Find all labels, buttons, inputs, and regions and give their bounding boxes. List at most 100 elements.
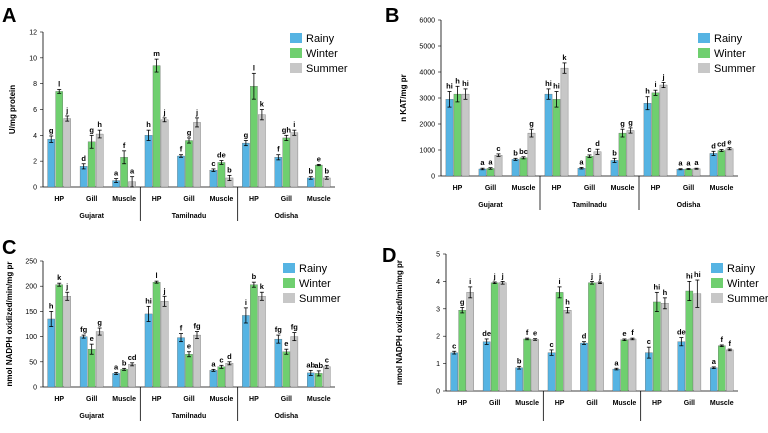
bar-winter	[152, 65, 161, 188]
legend-swatch-winter	[283, 278, 295, 288]
significance-letter: e	[187, 342, 191, 351]
significance-letter: c	[549, 340, 553, 349]
bar-summer	[659, 84, 668, 177]
panel-label: A	[2, 5, 16, 27]
y-tick-label: 10	[29, 55, 37, 62]
bar-rainy	[511, 159, 520, 177]
significance-letter: j	[65, 282, 68, 291]
tissue-label: Gill	[489, 400, 500, 407]
y-tick-label: 2000	[419, 122, 435, 129]
significance-letter: d	[711, 141, 716, 150]
y-tick-label: 5	[436, 252, 440, 259]
significance-letter: hi	[145, 296, 152, 305]
bar-winter	[585, 156, 594, 177]
significance-letter: e	[533, 329, 537, 338]
significance-letter: hi	[462, 79, 469, 88]
significance-letter: l	[58, 79, 60, 88]
bar-rainy	[242, 142, 250, 188]
significance-letter: fg	[291, 323, 298, 332]
tissue-label: Gill	[281, 196, 292, 203]
bar-winter	[282, 137, 291, 188]
significance-letter: h	[455, 76, 460, 85]
tissue-label: Muscle	[710, 400, 734, 407]
bar-rainy	[274, 338, 283, 388]
significance-letter: a	[678, 159, 683, 168]
y-tick-label: 0	[33, 385, 37, 392]
significance-letter: h	[97, 120, 102, 129]
significance-letter: k	[57, 273, 62, 282]
significance-letter: b	[517, 356, 522, 365]
y-tick-label: 12	[29, 30, 37, 37]
significance-letter: b	[324, 167, 329, 176]
bar-summer	[290, 132, 299, 188]
tissue-label: HP	[54, 196, 64, 203]
legend-swatch-rainy	[711, 263, 723, 273]
significance-letter: ab	[314, 361, 323, 370]
bar-winter	[588, 282, 596, 392]
bar-winter	[315, 164, 323, 188]
y-tick-label: 150	[25, 309, 37, 316]
panel-c: C 0 50 100 150 200 250 nmol NADPH oxidized/min/…	[2, 237, 341, 421]
group-label: Gujarat	[79, 213, 104, 220]
tissue-label: HP	[651, 185, 661, 192]
group-label: Odisha	[677, 202, 701, 209]
significance-letter: j	[493, 272, 496, 281]
bar-summer	[726, 349, 734, 392]
significance-letter: g	[628, 118, 633, 127]
bar-summer	[63, 296, 71, 388]
significance-letter: g	[244, 131, 249, 140]
tissue-label: Gill	[584, 185, 595, 192]
bar-rainy	[274, 157, 283, 188]
bar-summer	[725, 148, 734, 177]
significance-letter: fg	[80, 325, 87, 334]
significance-letter: l	[253, 63, 255, 72]
significance-letter: h	[146, 120, 151, 129]
legend-label: Summer	[727, 293, 768, 305]
significance-letter: de	[217, 151, 226, 160]
significance-letter: d	[582, 332, 587, 341]
significance-letter: g	[97, 318, 102, 327]
significance-letter: ab	[306, 360, 315, 369]
significance-letter: cd	[128, 353, 137, 362]
tissue-label: Muscle	[611, 185, 635, 192]
bar-winter	[87, 349, 96, 388]
group-label: Odisha	[274, 213, 298, 220]
significance-letter: hi	[446, 82, 453, 91]
legend-label: Rainy	[299, 263, 328, 275]
bar-summer	[531, 339, 539, 392]
significance-letter: i	[293, 120, 295, 129]
tissue-label: Muscle	[112, 196, 136, 203]
bar-summer	[225, 363, 234, 388]
tissue-label: Muscle	[613, 400, 637, 407]
bar-rainy	[47, 139, 55, 188]
bar-summer	[596, 282, 604, 392]
legend-label: Winter	[306, 48, 338, 60]
bar-winter	[519, 157, 528, 177]
significance-letter: gh	[282, 125, 292, 134]
significance-letter: b	[227, 165, 232, 174]
bar-summer	[527, 132, 536, 177]
tissue-label: Gill	[86, 396, 97, 403]
significance-letter: h	[645, 87, 650, 96]
bar-rainy	[177, 155, 185, 188]
legend-swatch-winter	[698, 48, 710, 58]
significance-letter: c	[647, 337, 651, 346]
group-label: Gujarat	[79, 413, 104, 420]
bar-rainy	[612, 368, 621, 392]
significance-letter: d	[227, 352, 232, 361]
significance-letter: hi	[694, 270, 701, 279]
bar-winter	[282, 351, 291, 388]
legend-swatch-winter	[290, 48, 302, 58]
y-tick-label: 0	[431, 174, 435, 181]
significance-letter: fg	[193, 322, 200, 331]
significance-letter: b	[513, 148, 518, 157]
group-label: Tamilnadu	[172, 213, 206, 220]
bar-rainy	[209, 170, 218, 188]
legend-swatch-rainy	[290, 33, 302, 43]
significance-letter: c	[587, 145, 591, 154]
significance-letter: j	[501, 271, 504, 280]
tissue-label: Muscle	[210, 196, 234, 203]
significance-letter: j	[195, 108, 198, 117]
significance-letter: hi	[686, 271, 693, 280]
